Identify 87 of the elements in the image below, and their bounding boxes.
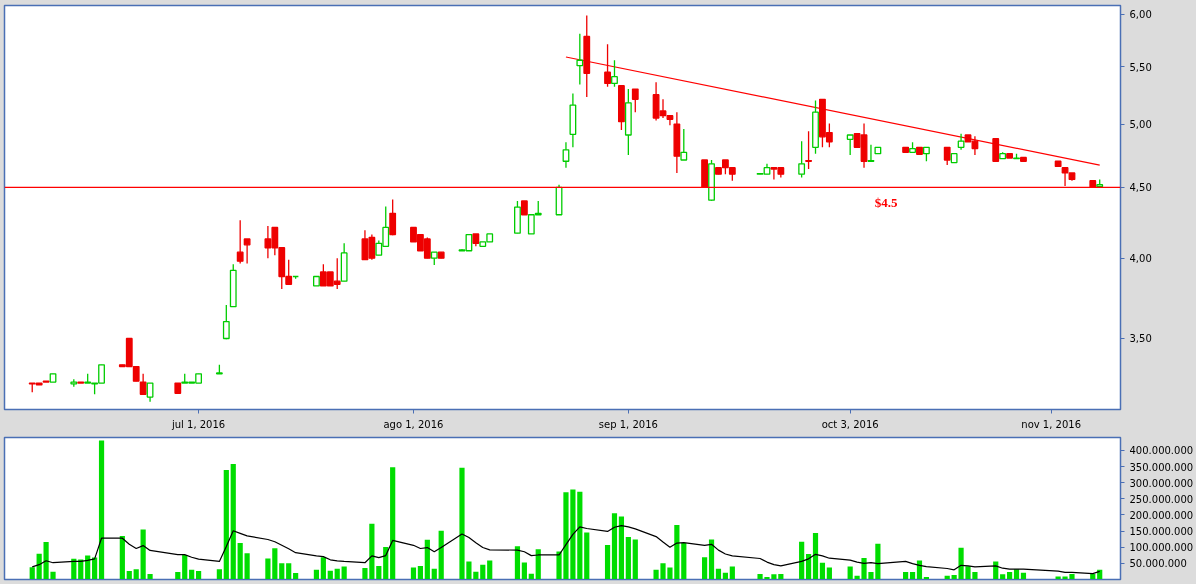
bar — [909, 572, 916, 580]
candlestick — [611, 59, 618, 88]
y-tick-label: 4,50 — [1129, 182, 1152, 194]
bar — [1006, 572, 1013, 580]
bar — [417, 565, 423, 580]
y-tick-label: 400.000.000 — [1129, 445, 1194, 457]
bar — [334, 568, 340, 580]
bar — [715, 568, 722, 580]
bar — [313, 569, 320, 580]
bar — [514, 546, 521, 580]
bar — [390, 467, 396, 580]
y-tick-label: 300.000.000 — [1129, 477, 1194, 489]
bar — [708, 539, 715, 580]
bar — [175, 572, 181, 580]
candlestick — [146, 382, 154, 403]
bar — [320, 557, 326, 580]
candlestick — [389, 198, 397, 236]
bar — [119, 535, 125, 580]
y-tick-label: 50.000.000 — [1129, 558, 1187, 570]
line-series — [31, 525, 1101, 575]
bar — [189, 569, 195, 580]
bar — [487, 560, 493, 580]
bar — [1000, 574, 1006, 580]
bar — [438, 530, 444, 580]
bar — [632, 539, 638, 580]
bar — [618, 516, 625, 580]
candlestick — [846, 134, 854, 156]
bar — [584, 532, 590, 580]
bar — [126, 571, 132, 580]
bar — [341, 566, 347, 580]
bar — [702, 557, 708, 580]
bar — [98, 440, 105, 580]
x-tick-label: nov 1, 2016 — [1021, 418, 1082, 430]
y-tick-label: 350.000.000 — [1129, 461, 1194, 473]
candlestick — [631, 88, 639, 113]
candlestick — [576, 33, 584, 86]
bar — [195, 571, 202, 580]
bar — [223, 470, 229, 580]
bar — [431, 568, 437, 580]
x-tick-label: sep 1, 2016 — [598, 418, 658, 430]
candlestick — [236, 219, 244, 265]
candlestick — [243, 238, 251, 265]
candlestick — [604, 43, 611, 88]
bar — [729, 566, 735, 580]
bar — [376, 565, 382, 580]
bar — [819, 562, 826, 580]
bar — [799, 541, 805, 580]
bar — [279, 563, 285, 580]
bar — [604, 544, 611, 580]
y-tick-label: 5,50 — [1129, 61, 1152, 73]
candlestick — [805, 130, 812, 170]
bar — [480, 564, 486, 580]
candlestick — [562, 141, 570, 169]
bar — [182, 554, 188, 580]
y-tick-label: 4,00 — [1129, 253, 1152, 265]
x-tick-label: jul 1, 2016 — [170, 418, 226, 430]
candlestick — [222, 304, 230, 340]
bar — [903, 572, 909, 580]
bar — [625, 536, 631, 580]
candlestick — [867, 144, 875, 162]
y-tick-label: 5,00 — [1129, 119, 1152, 131]
y-tick-label: 250.000.000 — [1129, 493, 1194, 505]
bar — [237, 543, 243, 580]
y-tick-label: 6,00 — [1129, 9, 1152, 21]
x-tick-label: ago 1, 2016 — [383, 418, 444, 430]
bar — [230, 463, 236, 580]
bar — [133, 569, 139, 580]
candlestick — [992, 138, 1000, 162]
y-tick-label: 150.000.000 — [1129, 526, 1194, 538]
x-tick-label: oct 3, 2016 — [821, 418, 879, 430]
candlestick — [680, 128, 688, 161]
bar — [424, 539, 430, 580]
candlestick — [798, 140, 806, 179]
bar — [216, 569, 222, 580]
bar — [681, 543, 687, 580]
bar — [286, 563, 292, 580]
bar — [521, 562, 527, 580]
bar — [78, 559, 84, 580]
bar — [244, 553, 250, 580]
ref-line-label: $4.5 — [874, 195, 899, 211]
bar — [812, 533, 819, 580]
y-tick-label: 200.000.000 — [1129, 509, 1194, 521]
y-tick-label: 100.000.000 — [1129, 542, 1194, 554]
y-tick-label: 3,50 — [1129, 333, 1152, 345]
bar — [577, 491, 583, 580]
bar — [29, 567, 35, 580]
bar — [611, 513, 618, 580]
